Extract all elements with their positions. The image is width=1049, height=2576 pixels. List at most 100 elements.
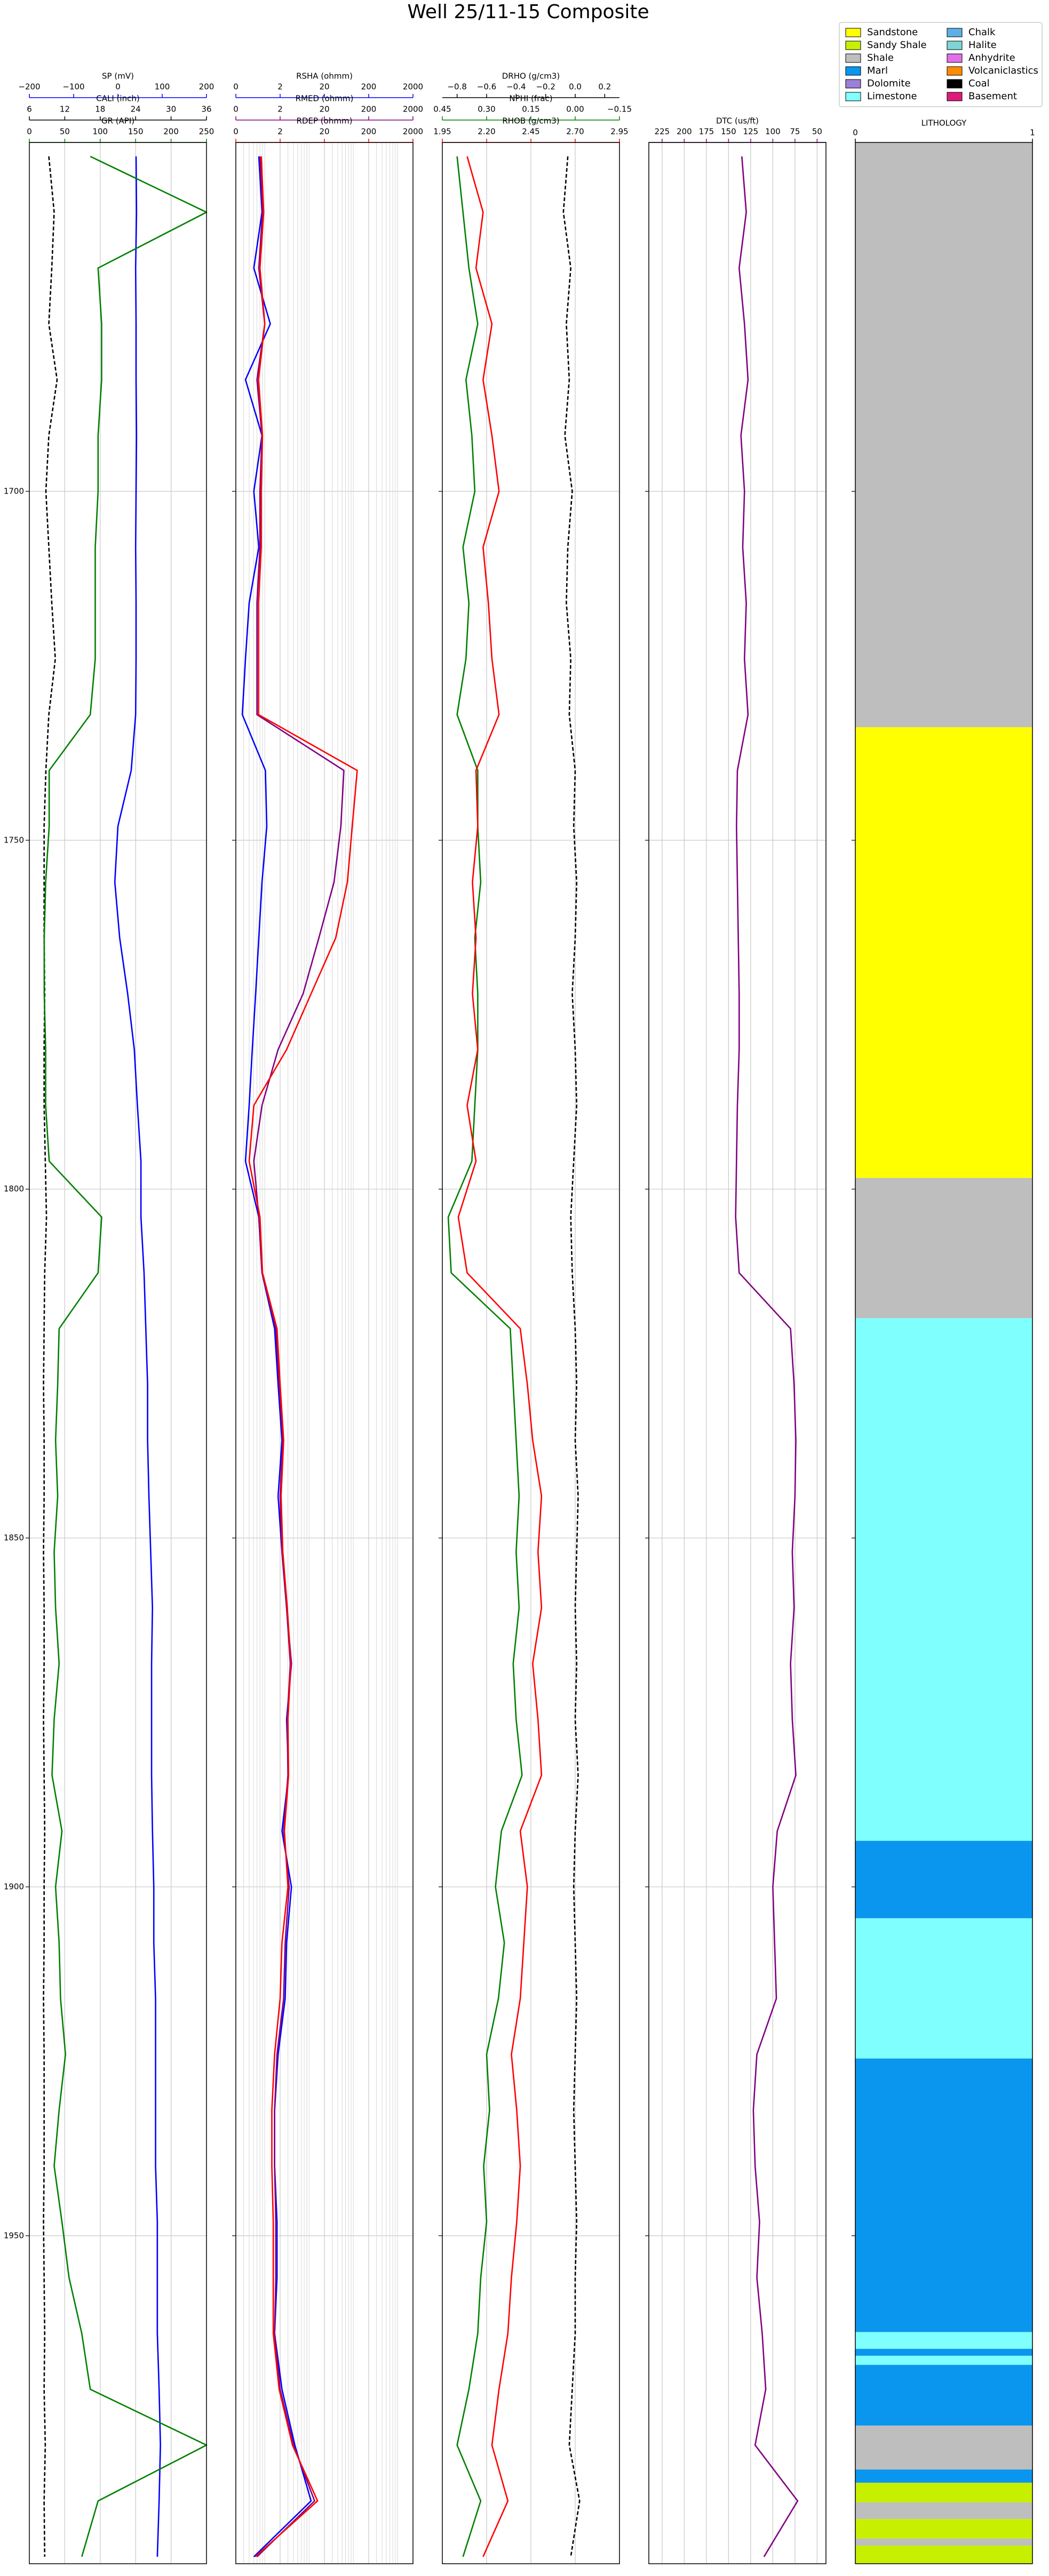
x-tick-label: 6 xyxy=(27,105,32,114)
x-tick-label: 150 xyxy=(128,127,144,137)
x-tick-label: 24 xyxy=(131,105,141,114)
x-tick-label: 0 xyxy=(27,127,32,137)
x-tick-label: 2.95 xyxy=(610,127,628,137)
x-tick-label: 2 xyxy=(277,82,283,92)
x-tick-label: 0 xyxy=(115,82,121,92)
x-tick-label: 0.00 xyxy=(566,105,584,114)
y-tick-label: 1700 xyxy=(4,486,24,496)
log-curve xyxy=(253,156,345,2557)
x-tick-label: −0.4 xyxy=(506,82,526,92)
lithology-interval xyxy=(855,2349,1032,2356)
x-tick-label: 2.45 xyxy=(522,127,539,137)
x-tick-label: 0 xyxy=(233,82,239,92)
lithology-interval xyxy=(855,2365,1032,2426)
axis-label: GR (API) xyxy=(101,116,134,126)
x-tick-label: 2000 xyxy=(403,105,423,114)
lithology-interval xyxy=(855,2426,1032,2470)
x-tick-label: 2 xyxy=(277,105,283,114)
x-tick-label: 75 xyxy=(790,127,800,137)
legend-swatch xyxy=(947,28,963,37)
log-curve xyxy=(447,156,523,2557)
x-tick-label: 0.2 xyxy=(598,82,611,92)
lithology-interval xyxy=(855,1318,1032,1841)
legend-swatch xyxy=(845,53,861,63)
legend-swatch xyxy=(845,66,861,76)
lithology-interval xyxy=(855,1841,1032,1919)
legend-swatch xyxy=(947,92,963,101)
lithology-interval xyxy=(855,727,1032,1178)
log-curve xyxy=(114,156,161,2557)
x-tick-label: 175 xyxy=(699,127,714,137)
legend-swatch xyxy=(845,41,861,50)
x-tick-label: 0.0 xyxy=(569,82,582,92)
x-tick-label: 18 xyxy=(95,105,105,114)
x-tick-label: 30 xyxy=(166,105,176,114)
legend-label: Marl xyxy=(867,65,888,76)
legend-label: Coal xyxy=(968,78,990,89)
axis-label: RMED (ohmm) xyxy=(296,94,354,104)
x-tick-label: 200 xyxy=(361,127,377,137)
axis-label: NPHI (frac) xyxy=(509,94,552,104)
x-tick-label: 2.20 xyxy=(478,127,495,137)
axis-label: RDEP (ohmm) xyxy=(297,116,353,126)
lithology-interval xyxy=(855,2483,1032,2502)
x-tick-label: 250 xyxy=(199,127,214,137)
legend-swatch xyxy=(947,66,963,76)
axis-label: DRHO (g/cm3) xyxy=(502,71,560,81)
x-tick-label: 20 xyxy=(319,82,329,92)
legend-swatch xyxy=(947,53,963,63)
track-frame xyxy=(442,142,620,2564)
lithology-interval xyxy=(855,2332,1032,2349)
legend-label: Sandstone xyxy=(867,27,918,38)
legend-label: Anhydrite xyxy=(968,52,1015,63)
legend-label: Shale xyxy=(867,52,894,63)
x-tick-label: 125 xyxy=(743,127,759,137)
x-tick-label: 0.30 xyxy=(478,105,495,114)
x-tick-label: 200 xyxy=(677,127,692,137)
legend-swatch xyxy=(845,28,861,37)
legend-label: Dolomite xyxy=(867,78,911,89)
lithology-interval xyxy=(855,142,1032,727)
log-curve xyxy=(43,155,208,2557)
x-tick-label: 200 xyxy=(163,127,179,137)
axis-label: RSHA (ohmm) xyxy=(296,71,353,81)
y-tick-label: 1950 xyxy=(4,2231,24,2240)
legend-swatch xyxy=(845,92,861,101)
legend-swatch xyxy=(947,79,963,89)
x-tick-label: 1 xyxy=(1030,128,1035,138)
x-tick-label: −200 xyxy=(18,82,40,92)
x-tick-label: 225 xyxy=(655,127,670,137)
x-tick-label: 1.95 xyxy=(433,127,451,137)
legend-swatch xyxy=(845,79,861,89)
lithology-interval xyxy=(855,2502,1032,2519)
axis-label: RHOB (g/cm3) xyxy=(502,116,559,126)
lithology-interval xyxy=(855,2519,1032,2539)
x-tick-label: −0.2 xyxy=(536,82,555,92)
lithology-interval xyxy=(855,2356,1032,2365)
y-tick-label: 1750 xyxy=(4,835,24,845)
x-tick-label: 150 xyxy=(721,127,736,137)
lithology-interval xyxy=(855,2545,1032,2564)
y-tick-label: 1800 xyxy=(4,1184,24,1194)
lithology-interval xyxy=(855,1918,1032,2059)
axis-label: CALI (inch) xyxy=(96,94,139,104)
legend-label: Sandy Shale xyxy=(867,39,927,51)
track-frame xyxy=(235,142,414,2564)
axis-label: DTC (us/ft) xyxy=(716,116,759,126)
x-tick-label: −0.8 xyxy=(447,82,466,92)
x-tick-label: 2 xyxy=(277,127,283,137)
log-curve xyxy=(457,156,543,2557)
legend-label: Volcaniclastics xyxy=(968,65,1038,76)
x-tick-label: −0.6 xyxy=(477,82,496,92)
track-frame xyxy=(855,142,1033,2564)
axis-label: LITHOLOGY xyxy=(921,118,967,128)
x-tick-label: 12 xyxy=(60,105,70,114)
x-tick-label: 50 xyxy=(60,127,70,137)
lithology-interval xyxy=(855,2538,1032,2546)
track-frame xyxy=(29,142,207,2564)
x-tick-label: 100 xyxy=(765,127,781,137)
lithology-interval xyxy=(855,2058,1032,2332)
log-curve xyxy=(248,156,358,2557)
x-tick-label: 50 xyxy=(812,127,822,137)
